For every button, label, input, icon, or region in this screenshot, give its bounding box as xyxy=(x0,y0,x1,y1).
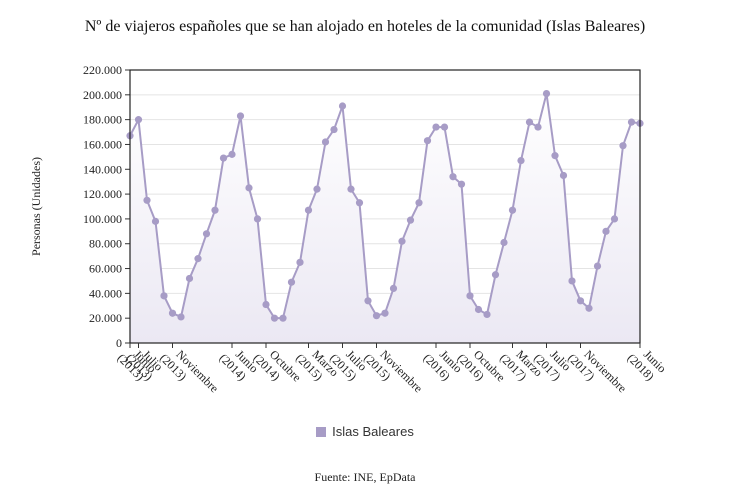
legend[interactable]: Islas Baleares xyxy=(0,424,730,439)
data-point[interactable] xyxy=(219,154,228,162)
y-tick-label: 100.000 xyxy=(83,212,122,226)
data-point[interactable] xyxy=(432,123,440,131)
data-point[interactable] xyxy=(364,297,372,305)
y-tick-label: 80.000 xyxy=(89,237,122,251)
data-point[interactable] xyxy=(245,184,253,192)
data-point[interactable] xyxy=(321,138,330,146)
y-tick-label: 220.000 xyxy=(83,63,122,77)
data-point[interactable] xyxy=(525,118,534,126)
data-point[interactable] xyxy=(568,277,576,285)
data-point[interactable] xyxy=(262,300,270,309)
y-tick-label: 0 xyxy=(116,336,122,350)
data-point[interactable] xyxy=(602,227,610,235)
data-point[interactable] xyxy=(440,123,449,131)
data-point[interactable] xyxy=(177,313,185,321)
data-point[interactable] xyxy=(559,171,568,180)
y-tick-label: 60.000 xyxy=(89,262,122,276)
x-tick-label: Octubre(2016) xyxy=(455,341,508,394)
data-point[interactable] xyxy=(270,314,279,322)
data-point[interactable] xyxy=(228,150,236,158)
plot-frame xyxy=(129,69,641,344)
y-tick-label: 200.000 xyxy=(83,88,122,102)
data-point[interactable] xyxy=(347,185,355,193)
data-point[interactable] xyxy=(279,314,287,322)
data-point[interactable] xyxy=(406,216,415,224)
data-point[interactable] xyxy=(398,237,406,245)
data-point[interactable] xyxy=(500,238,508,247)
y-tick-label: 120.000 xyxy=(83,187,122,201)
data-point[interactable] xyxy=(381,309,389,317)
data-point[interactable] xyxy=(449,173,457,181)
data-point[interactable] xyxy=(355,199,364,207)
data-point[interactable] xyxy=(202,230,211,238)
data-point[interactable] xyxy=(576,297,585,305)
data-point[interactable] xyxy=(423,137,432,145)
data-point[interactable] xyxy=(304,206,313,214)
data-point[interactable] xyxy=(534,123,542,131)
x-tick-label: Octubre(2014) xyxy=(251,341,304,394)
y-tick-label: 40.000 xyxy=(89,286,122,300)
data-point[interactable] xyxy=(338,102,347,110)
data-point[interactable] xyxy=(542,89,551,98)
data-point[interactable] xyxy=(253,215,262,223)
data-point[interactable] xyxy=(143,196,151,204)
data-point[interactable] xyxy=(610,215,619,223)
data-point[interactable] xyxy=(457,180,466,188)
data-point[interactable] xyxy=(585,304,593,312)
data-point[interactable] xyxy=(415,199,423,207)
y-tick-label: 20.000 xyxy=(89,311,122,325)
data-point[interactable] xyxy=(627,118,636,126)
data-point[interactable] xyxy=(593,262,602,270)
data-point[interactable] xyxy=(160,292,168,300)
data-point[interactable] xyxy=(474,305,483,314)
data-point[interactable] xyxy=(296,258,304,266)
x-tick-label: Noviembre(2013) xyxy=(157,341,221,405)
data-point[interactable] xyxy=(372,312,381,320)
data-point[interactable] xyxy=(194,255,202,263)
y-tick-label: 160.000 xyxy=(83,137,122,151)
x-tick-label: Noviembre(2015) xyxy=(361,341,425,405)
data-point[interactable] xyxy=(508,206,517,214)
data-point[interactable] xyxy=(389,284,398,292)
chart-title: Nº de viajeros españoles que se han aloj… xyxy=(84,18,646,35)
data-point[interactable] xyxy=(134,116,143,124)
x-tick-label: Noviembre(2017) xyxy=(565,341,629,405)
source-note: Fuente: INE, EpData xyxy=(314,470,416,484)
data-point[interactable] xyxy=(551,152,559,160)
data-point[interactable] xyxy=(483,310,491,319)
data-point[interactable] xyxy=(236,112,245,120)
y-axis-label: Personas (Unidades) xyxy=(29,157,43,256)
data-point[interactable] xyxy=(619,142,627,150)
y-tick-label: 180.000 xyxy=(83,113,122,127)
data-point[interactable] xyxy=(330,125,338,134)
data-point[interactable] xyxy=(168,309,177,317)
data-point[interactable] xyxy=(517,156,525,165)
data-point[interactable] xyxy=(185,274,194,283)
data-point[interactable] xyxy=(211,206,219,214)
y-tick-label: 140.000 xyxy=(83,162,122,176)
x-tick-label: Junio(2018) xyxy=(625,341,670,386)
series-area xyxy=(130,93,640,343)
data-point[interactable] xyxy=(466,292,474,300)
data-point[interactable] xyxy=(151,217,160,225)
data-point[interactable] xyxy=(491,271,500,279)
data-point[interactable] xyxy=(287,278,296,286)
legend-swatch xyxy=(316,427,327,437)
data-point[interactable] xyxy=(313,185,321,193)
legend-label: Islas Baleares xyxy=(332,424,414,439)
